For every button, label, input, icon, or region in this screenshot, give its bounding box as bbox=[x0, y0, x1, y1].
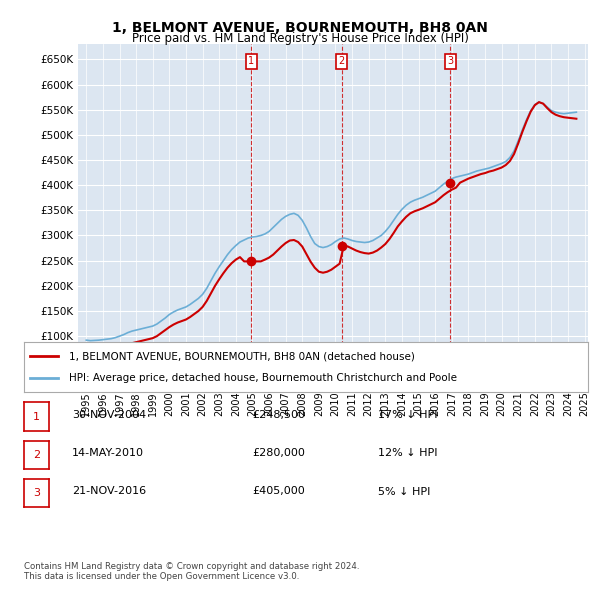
Text: £280,000: £280,000 bbox=[252, 448, 305, 458]
Text: 1: 1 bbox=[248, 57, 254, 66]
Text: 17% ↓ HPI: 17% ↓ HPI bbox=[378, 410, 437, 419]
Text: 14-MAY-2010: 14-MAY-2010 bbox=[72, 448, 144, 458]
Text: Price paid vs. HM Land Registry's House Price Index (HPI): Price paid vs. HM Land Registry's House … bbox=[131, 32, 469, 45]
Text: Contains HM Land Registry data © Crown copyright and database right 2024.
This d: Contains HM Land Registry data © Crown c… bbox=[24, 562, 359, 581]
Text: 1: 1 bbox=[33, 412, 40, 421]
Text: HPI: Average price, detached house, Bournemouth Christchurch and Poole: HPI: Average price, detached house, Bour… bbox=[69, 373, 457, 384]
Text: 30-NOV-2004: 30-NOV-2004 bbox=[72, 410, 146, 419]
Text: 2: 2 bbox=[338, 57, 345, 66]
Text: 3: 3 bbox=[447, 57, 453, 66]
Text: £248,500: £248,500 bbox=[252, 410, 305, 419]
Text: 12% ↓ HPI: 12% ↓ HPI bbox=[378, 448, 437, 458]
Text: 1, BELMONT AVENUE, BOURNEMOUTH, BH8 0AN: 1, BELMONT AVENUE, BOURNEMOUTH, BH8 0AN bbox=[112, 21, 488, 35]
Text: 2: 2 bbox=[33, 450, 40, 460]
Text: 5% ↓ HPI: 5% ↓ HPI bbox=[378, 487, 430, 496]
Text: 3: 3 bbox=[33, 489, 40, 498]
Text: £405,000: £405,000 bbox=[252, 487, 305, 496]
Text: 21-NOV-2016: 21-NOV-2016 bbox=[72, 487, 146, 496]
Text: 1, BELMONT AVENUE, BOURNEMOUTH, BH8 0AN (detached house): 1, BELMONT AVENUE, BOURNEMOUTH, BH8 0AN … bbox=[69, 351, 415, 361]
